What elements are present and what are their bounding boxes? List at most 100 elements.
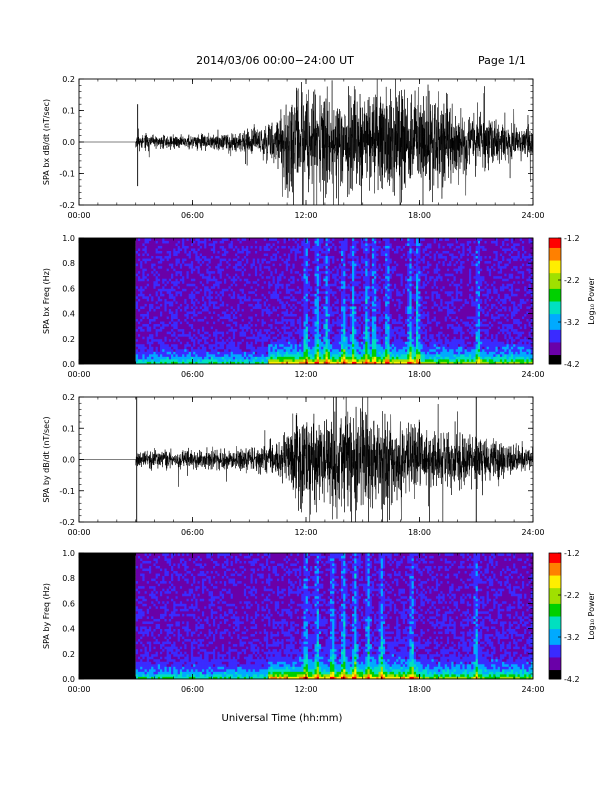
heat-cell (151, 333, 154, 337)
heat-cell (276, 265, 280, 269)
heat-cell (321, 243, 324, 246)
heat-cell (299, 326, 302, 330)
heat-cell (329, 338, 333, 342)
heat-cell (173, 265, 176, 269)
heat-cell (268, 275, 271, 279)
heat-cell (276, 260, 280, 264)
heat-cell (204, 278, 207, 282)
heat-cell (151, 298, 154, 302)
heat-cell (303, 243, 307, 246)
heat-cell (336, 356, 340, 360)
panel1-xtick-label: 00:00 (67, 211, 90, 220)
heat-cell (204, 290, 207, 294)
heat-cell (259, 341, 262, 345)
heat-cell (316, 343, 320, 347)
heat-cell (292, 326, 296, 330)
heat-cell (254, 238, 258, 241)
heat-cell (276, 301, 280, 304)
heat-cell (283, 290, 287, 294)
heat-cell (230, 343, 234, 347)
heat-cell (197, 263, 201, 267)
panel1-ytick-label: 0.0 (62, 138, 75, 147)
heat-cell (323, 333, 326, 337)
heat-cell (188, 313, 192, 317)
heat-cell (281, 255, 285, 259)
heat-cell (279, 318, 282, 322)
heat-cell (279, 328, 282, 332)
heat-cell (274, 290, 278, 294)
heat-cell (135, 265, 139, 269)
heat-cell (285, 311, 289, 314)
heat-cell (239, 333, 243, 337)
heat-cell (177, 268, 181, 272)
heat-cell (316, 253, 320, 257)
heat-cell (263, 240, 267, 244)
heat-cell (239, 245, 243, 249)
heat-cell (164, 240, 168, 244)
heat-cell (177, 341, 181, 345)
heat-cell (228, 275, 232, 279)
heat-cell (329, 346, 333, 350)
heat-cell (164, 258, 168, 262)
heat-cell (261, 278, 265, 282)
heat-cell (140, 341, 143, 345)
heat-cell (184, 263, 187, 267)
heat-cell (336, 238, 340, 241)
heat-cell (243, 238, 247, 241)
heat-cell (257, 295, 260, 299)
heat-cell (230, 253, 234, 257)
heat-cell (135, 253, 139, 257)
heat-cell (226, 303, 229, 307)
heat-cell (164, 268, 168, 272)
heat-cell (195, 273, 198, 277)
heat-cell (204, 293, 207, 297)
heat-cell (182, 270, 185, 274)
heat-cell (239, 316, 243, 320)
heat-cell (305, 290, 309, 294)
heat-cell (177, 295, 181, 299)
heat-cell (157, 240, 161, 244)
heat-cell (259, 270, 262, 274)
heat-cell (268, 240, 271, 244)
heat-cell (199, 265, 203, 269)
heat-cell (314, 306, 318, 309)
heat-cell (290, 306, 293, 309)
heat-cell (292, 328, 296, 332)
heat-cell (204, 343, 207, 347)
heat-cell (175, 298, 179, 302)
heat-cell (307, 280, 311, 284)
heat-cell (250, 253, 254, 257)
heat-cell (239, 311, 243, 314)
heat-cell (243, 308, 247, 312)
heat-cell (257, 298, 260, 302)
heat-cell (241, 238, 245, 241)
heat-cell (144, 243, 148, 246)
heat-cell (230, 353, 234, 357)
heat-cell (173, 323, 176, 327)
heat-cell (248, 273, 251, 277)
heat-cell (248, 351, 251, 355)
heat-cell (230, 250, 234, 254)
heat-cell (305, 243, 309, 246)
heat-cell (142, 275, 145, 279)
heat-cell (212, 280, 216, 284)
heat-cell (224, 356, 227, 360)
heat-cell (257, 238, 260, 241)
heat-cell (155, 293, 159, 297)
heat-cell (151, 316, 154, 320)
heat-cell (195, 341, 198, 345)
heat-cell (321, 346, 324, 350)
heat-cell (248, 326, 251, 330)
heat-cell (221, 278, 225, 282)
heat-cell (166, 240, 170, 244)
heat-cell (261, 311, 265, 314)
heat-cell (137, 336, 141, 340)
heat-cell (177, 265, 181, 269)
heat-cell (215, 308, 218, 312)
heat-cell (235, 275, 238, 279)
heat-cell (208, 301, 212, 304)
heat-cell (224, 253, 227, 257)
heat-cell (230, 361, 234, 365)
heat-cell (329, 245, 333, 249)
heat-cell (190, 288, 194, 292)
